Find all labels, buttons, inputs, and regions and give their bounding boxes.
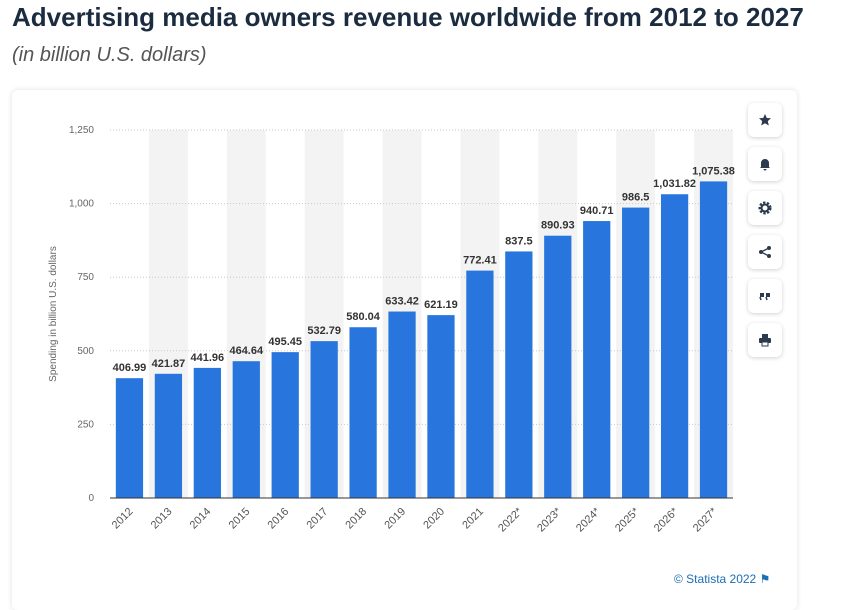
x-tick-label: 2018 <box>343 506 369 532</box>
favorite-button[interactable] <box>748 103 782 137</box>
bar <box>115 378 144 498</box>
bar <box>622 207 650 498</box>
x-tick-label: 2027* <box>691 505 720 534</box>
value-label: 580.04 <box>346 311 381 323</box>
share-button[interactable] <box>748 235 782 269</box>
value-label: 532.79 <box>307 325 341 337</box>
page: {"chart_data": {"type": "bar", "title": … <box>12 2 804 586</box>
value-label: 406.99 <box>113 362 147 374</box>
x-tick-label: 2021 <box>460 506 486 532</box>
x-tick-label: 2017 <box>304 506 330 532</box>
y-tick-label: 250 <box>77 419 94 430</box>
source: © Statista 2022 ⚑ <box>674 572 770 586</box>
x-tick-label: 2023* <box>535 505 564 534</box>
value-label: 495.45 <box>268 336 302 348</box>
flag-icon: ⚑ <box>759 572 771 586</box>
bar <box>505 251 533 498</box>
y-axis-label: Spending in billion U.S. dollars <box>48 246 59 382</box>
print-button[interactable] <box>748 323 782 357</box>
y-tick-label: 750 <box>77 272 94 283</box>
y-tick-label: 500 <box>77 346 94 357</box>
bar <box>466 270 494 498</box>
x-tick-label: 2020 <box>421 506 447 532</box>
y-tick-label: 1,000 <box>69 199 94 210</box>
value-label: 837.5 <box>505 235 533 247</box>
x-tick-label: 2019 <box>382 506 408 532</box>
x-tick-label: 2016 <box>266 506 292 532</box>
value-label: 940.71 <box>580 205 614 217</box>
bar <box>427 315 455 498</box>
value-label: 464.64 <box>229 345 264 357</box>
source-text: © Statista 2022 <box>674 572 757 586</box>
value-label: 1,075.38 <box>692 165 735 177</box>
title: Advertising media owners revenue worldwi… <box>12 2 804 32</box>
bar <box>271 352 299 498</box>
bar <box>310 341 338 498</box>
settings-button[interactable] <box>748 191 782 225</box>
bar <box>388 311 416 498</box>
bar <box>699 181 728 498</box>
x-tick-label: 2012 <box>110 506 136 532</box>
bar <box>583 221 611 498</box>
value-label: 1,031.82 <box>653 178 696 190</box>
bar <box>349 327 377 498</box>
bar <box>232 361 260 498</box>
chart: Spending in billion U.S. dollars 0 250 500… <box>48 125 735 534</box>
subtitle: (in billion U.S. dollars) <box>12 44 207 66</box>
value-label: 633.42 <box>385 296 419 308</box>
bar <box>154 373 183 498</box>
value-label: 986.5 <box>622 192 650 204</box>
value-label: 621.19 <box>424 299 458 311</box>
x-tick-label: 2014 <box>188 506 214 532</box>
x-tick-label: 2026* <box>652 505 681 534</box>
y-tick-label: 0 <box>88 493 94 504</box>
x-tick-label: 2024* <box>574 505 603 534</box>
cite-button[interactable] <box>748 279 782 313</box>
value-label: 890.93 <box>541 220 575 232</box>
y-tick-label: 1,250 <box>69 125 94 136</box>
x-tick-label: 2025* <box>613 505 642 534</box>
x-tick-label: 2015 <box>227 506 253 532</box>
x-tick-label: 2013 <box>149 506 175 532</box>
x-tick-label: 2022* <box>496 505 525 534</box>
bar <box>544 235 572 498</box>
notification-button[interactable] <box>748 147 782 181</box>
value-label: 441.96 <box>191 352 225 364</box>
value-label: 772.41 <box>463 255 497 267</box>
bar <box>660 194 689 499</box>
value-label: 421.87 <box>152 358 186 370</box>
bar <box>193 367 221 498</box>
